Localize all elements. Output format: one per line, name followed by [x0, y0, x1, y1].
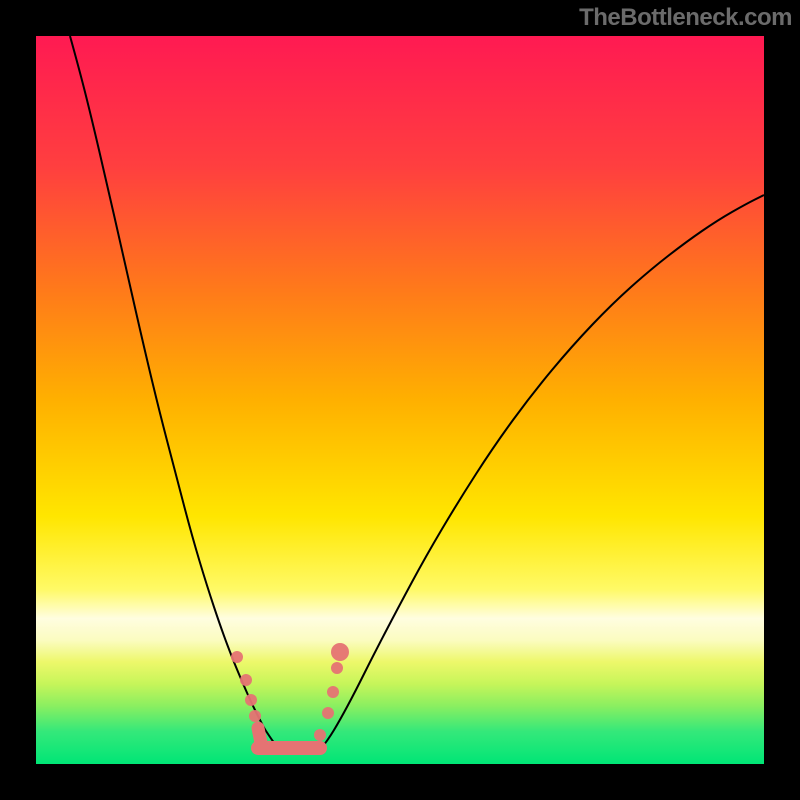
marker-dot: [231, 651, 243, 663]
left-stub: [258, 728, 262, 748]
chart-frame: TheBottleneck.com: [0, 0, 800, 800]
marker-dot: [314, 729, 326, 741]
marker-dot: [249, 710, 261, 722]
marker-dot: [322, 707, 334, 719]
plot-area: [36, 36, 764, 764]
marker-dot: [327, 686, 339, 698]
site-watermark: TheBottleneck.com: [579, 4, 792, 32]
marker-dot: [240, 674, 252, 686]
marker-dot: [331, 643, 349, 661]
marker-dot: [245, 694, 257, 706]
marker-dot: [331, 662, 343, 674]
chart-svg: [0, 0, 800, 800]
